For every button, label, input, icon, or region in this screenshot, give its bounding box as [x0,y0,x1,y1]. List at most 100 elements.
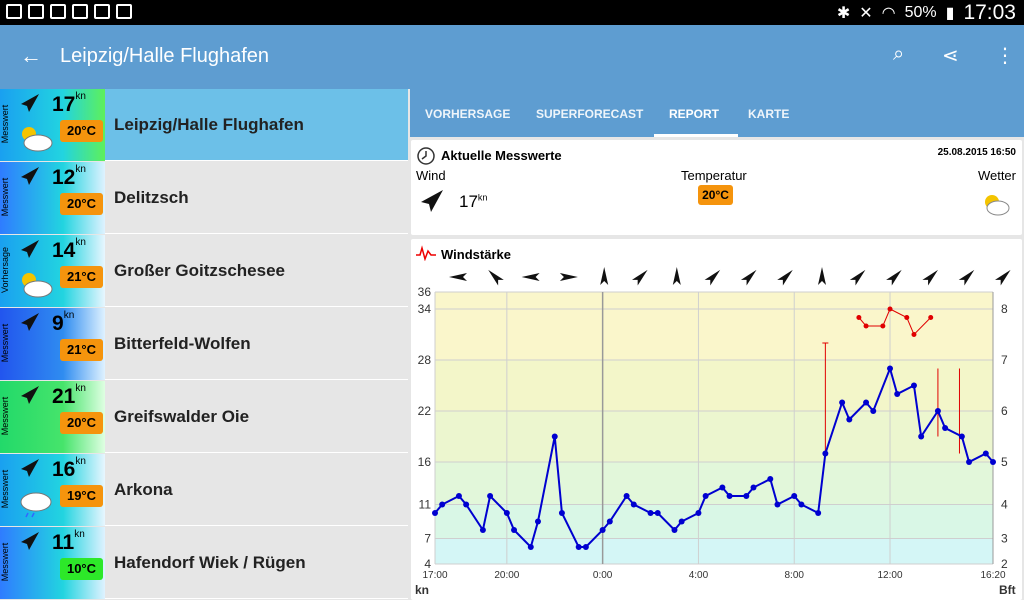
data-point-wind [815,510,822,516]
cloud-rain-icon [20,492,52,518]
station-list: Messwert 17kn 20°C Leipzig/Halle Flughaf… [0,89,408,600]
chart-band [435,411,993,462]
y-tick-label-right: 2 [1001,557,1008,571]
station-name: Hafendorf Wiek / Rügen [114,553,306,572]
wind-direction-icon [21,313,39,331]
chart-band [435,360,993,411]
temp-badge: 21°C [60,266,103,288]
wind-knots: 11kn [52,529,85,554]
data-point-wind [623,493,630,499]
y-tick-label-right: 4 [1001,498,1008,512]
clock: 17:03 [963,0,1016,24]
direction-arrow [559,273,578,281]
direction-arrow [600,267,609,285]
data-point-wind [455,493,462,499]
temp-badge: 10°C [60,558,103,580]
data-point-wind [798,501,805,508]
battery-text: 50% [904,3,937,21]
data-point-wind [654,510,661,516]
share-icon[interactable]: ⋖ [942,45,959,67]
direction-arrow [704,269,721,286]
source-label: Messwert [0,469,10,509]
direction-arrow [849,269,866,286]
tab-karte[interactable]: KARTE [748,107,790,121]
data-point-wind [887,365,894,372]
station-item[interactable]: Messwert 16kn 19°C Arkona [0,454,408,526]
data-point-wind [527,544,534,550]
chart-band [435,504,993,539]
source-label: Messwert [0,323,10,363]
search-icon[interactable]: ⌕ [893,43,905,65]
data-point-gusts [904,315,910,320]
temp-badge: 21°C [60,339,103,361]
current-measurements-card: Aktuelle Messwerte 25.08.2015 16:50 Wind… [411,140,1022,235]
back-button[interactable]: ← [20,43,42,68]
data-point-wind [846,416,853,423]
tab-vorhersage[interactable]: VORHERSAGE [425,107,511,121]
y-tick-label: 34 [418,302,432,316]
tab-superforecast[interactable]: SUPERFORECAST [536,107,644,121]
station-item[interactable]: Messwert 21kn 20°C Greifswalder Oie [0,381,408,453]
data-point-wind [990,459,996,465]
wind-knots: 12kn [52,164,86,189]
direction-arrow [632,269,648,286]
data-point-wind [479,527,486,533]
chart-band [435,292,993,360]
direction-arrow [521,273,540,281]
wind-direction-icon [21,167,39,185]
tab-report[interactable]: REPORT [669,107,720,121]
data-point-wind [791,493,798,499]
y-tick-label-right: 7 [1001,353,1008,367]
wind-direction-icon [21,532,39,550]
wind-label: Wind [416,168,446,183]
station-item[interactable]: Messwert 17kn 20°C Leipzig/Halle Flughaf… [0,89,408,161]
tab-bar: VORHERSAGE SUPERFORECAST REPORT KARTE [410,89,1024,137]
data-point-wind [702,493,709,499]
mute-icon: ✕ [859,4,873,22]
wind-knots: 17kn [52,91,86,116]
station-item[interactable]: Messwert 12kn 20°C Delitzsch [0,162,408,234]
data-point-wind [726,493,733,499]
station-item[interactable]: Messwert 9kn 21°C Bitterfeld-Wolfen [0,308,408,380]
y-tick-label: 36 [418,285,432,299]
y-tick-label: 16 [418,455,432,469]
data-point-wind [982,450,989,457]
data-point-gusts [887,306,893,312]
data-point-gusts [863,323,869,329]
data-point-wind [678,518,685,525]
data-point-wind [606,518,613,525]
wind-knots: 21kn [52,383,86,408]
data-point-gusts [911,332,917,337]
source-label: Messwert [0,396,10,436]
y-tick-label-right: 3 [1001,532,1008,546]
direction-arrow [777,269,793,286]
station-name: Arkona [114,480,173,499]
x-tick-label: 8:00 [784,570,804,581]
wind-pulse-icon [416,245,436,261]
notification-icons [6,4,132,19]
direction-arrow [922,269,938,286]
data-point-wind [534,518,541,525]
sun-cloud-icon [985,195,1010,216]
x-tick-label: 17:00 [422,570,447,581]
station-name: Delitzsch [114,188,189,207]
wind-chart-card: Windstärke 4 7 11 16 22 28 34 36 2 3 4 5 6 7 8 17:00 20:… [411,239,1022,600]
battery-icon: ▮ [945,4,955,22]
x-tick-label: 0:00 [593,570,613,581]
source-label: Messwert [0,177,10,217]
direction-arrow [449,273,467,281]
more-vert-icon[interactable]: ⋮ [995,45,1015,67]
temp-badge: 20°C [60,120,103,142]
direction-arrow [995,269,1011,286]
station-item[interactable]: Messwert 11kn 10°C Hafendorf Wiek / Rüge… [0,527,408,599]
data-point-wind [743,493,750,499]
data-point-wind [695,510,702,516]
data-point-gusts [856,315,862,320]
direction-arrow [886,269,902,286]
wind-direction-icon [21,386,39,404]
wind-knots: 9kn [52,310,75,335]
temp-badge: 19°C [60,485,103,507]
station-item[interactable]: Vorhersage 14kn 21°C Großer Goitzschesee [0,235,408,307]
page-title: Leipzig/Halle Flughafen [60,45,270,67]
